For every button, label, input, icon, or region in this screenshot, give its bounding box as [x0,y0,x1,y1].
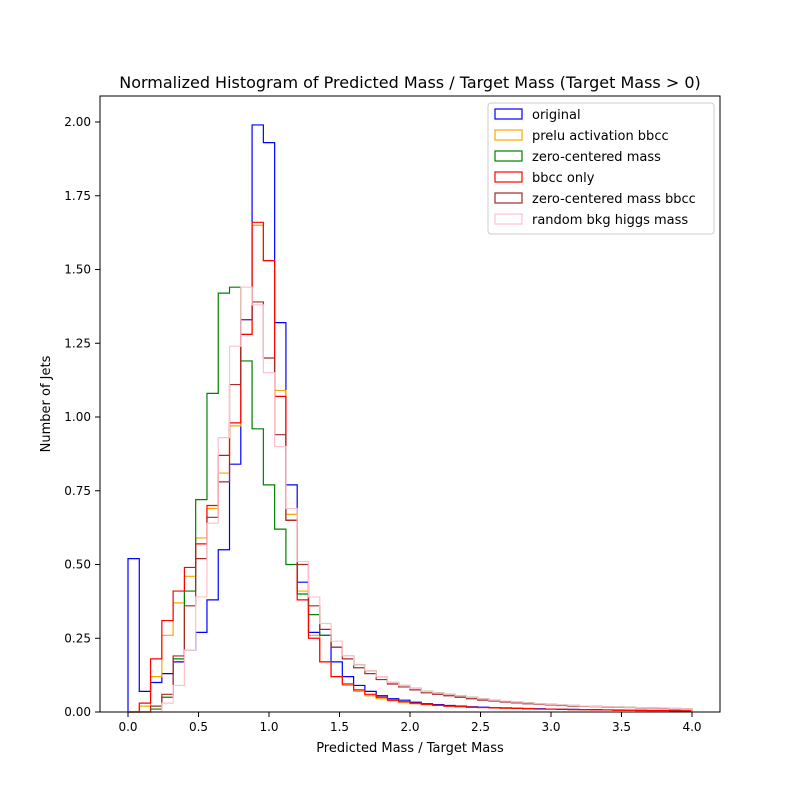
x-tick-label: 1.0 [259,720,278,734]
legend-swatch [494,108,523,120]
x-tick-label: 1.5 [330,720,349,734]
x-tick-label: 0.0 [118,720,137,734]
legend-label: bbcc only [532,171,595,186]
legend-box [487,102,715,235]
legend-swatch [494,171,523,183]
legend-swatch [494,192,523,204]
x-tick-label: 2.5 [471,720,490,734]
x-tick-label: 3.5 [612,720,631,734]
legend-swatch [494,150,523,162]
y-tick-label: 0.25 [64,631,91,645]
y-tick-label: 1.00 [64,410,91,424]
y-tick-label: 0.50 [64,558,91,572]
series-layer [127,124,693,713]
chart-title: Normalized Histogram of Predicted Mass /… [119,73,701,92]
x-tick-label: 2.0 [400,720,419,734]
x-tick-label: 0.5 [189,720,208,734]
legend-label: zero-centered mass bbcc [532,192,696,207]
legend-label: zero-centered mass [532,150,661,165]
y-tick-label: 1.25 [64,336,91,350]
y-axis: 0.00 0.25 0.50 0.75 1.00 1.25 1.50 1.75 2.00 [64,115,100,719]
y-tick-label: 0.00 [64,705,91,719]
x-tick-label: 4.0 [682,720,701,734]
x-axis: 0.0 0.5 1.0 1.5 2.0 2.5 3.0 3.5 4.0 [118,712,702,734]
legend-label: random bkg higgs mass [532,213,688,228]
y-tick-label: 2.00 [64,115,91,129]
legend-swatch [494,213,523,225]
x-axis-label: Predicted Mass / Target Mass [316,741,504,756]
x-tick-label: 3.0 [541,720,560,734]
series-random-bkg-higgs-mass-outline [128,286,693,713]
legend-label: original [532,108,581,123]
y-tick-label: 1.75 [64,189,91,203]
y-axis-label: Number of Jets [39,355,54,452]
legend: original prelu activation bbcc zero-center… [487,102,715,235]
y-tick-label: 0.75 [64,484,91,498]
y-tick-label: 1.50 [64,263,91,277]
legend-label: prelu activation bbcc [532,129,669,144]
legend-swatch [494,129,523,141]
